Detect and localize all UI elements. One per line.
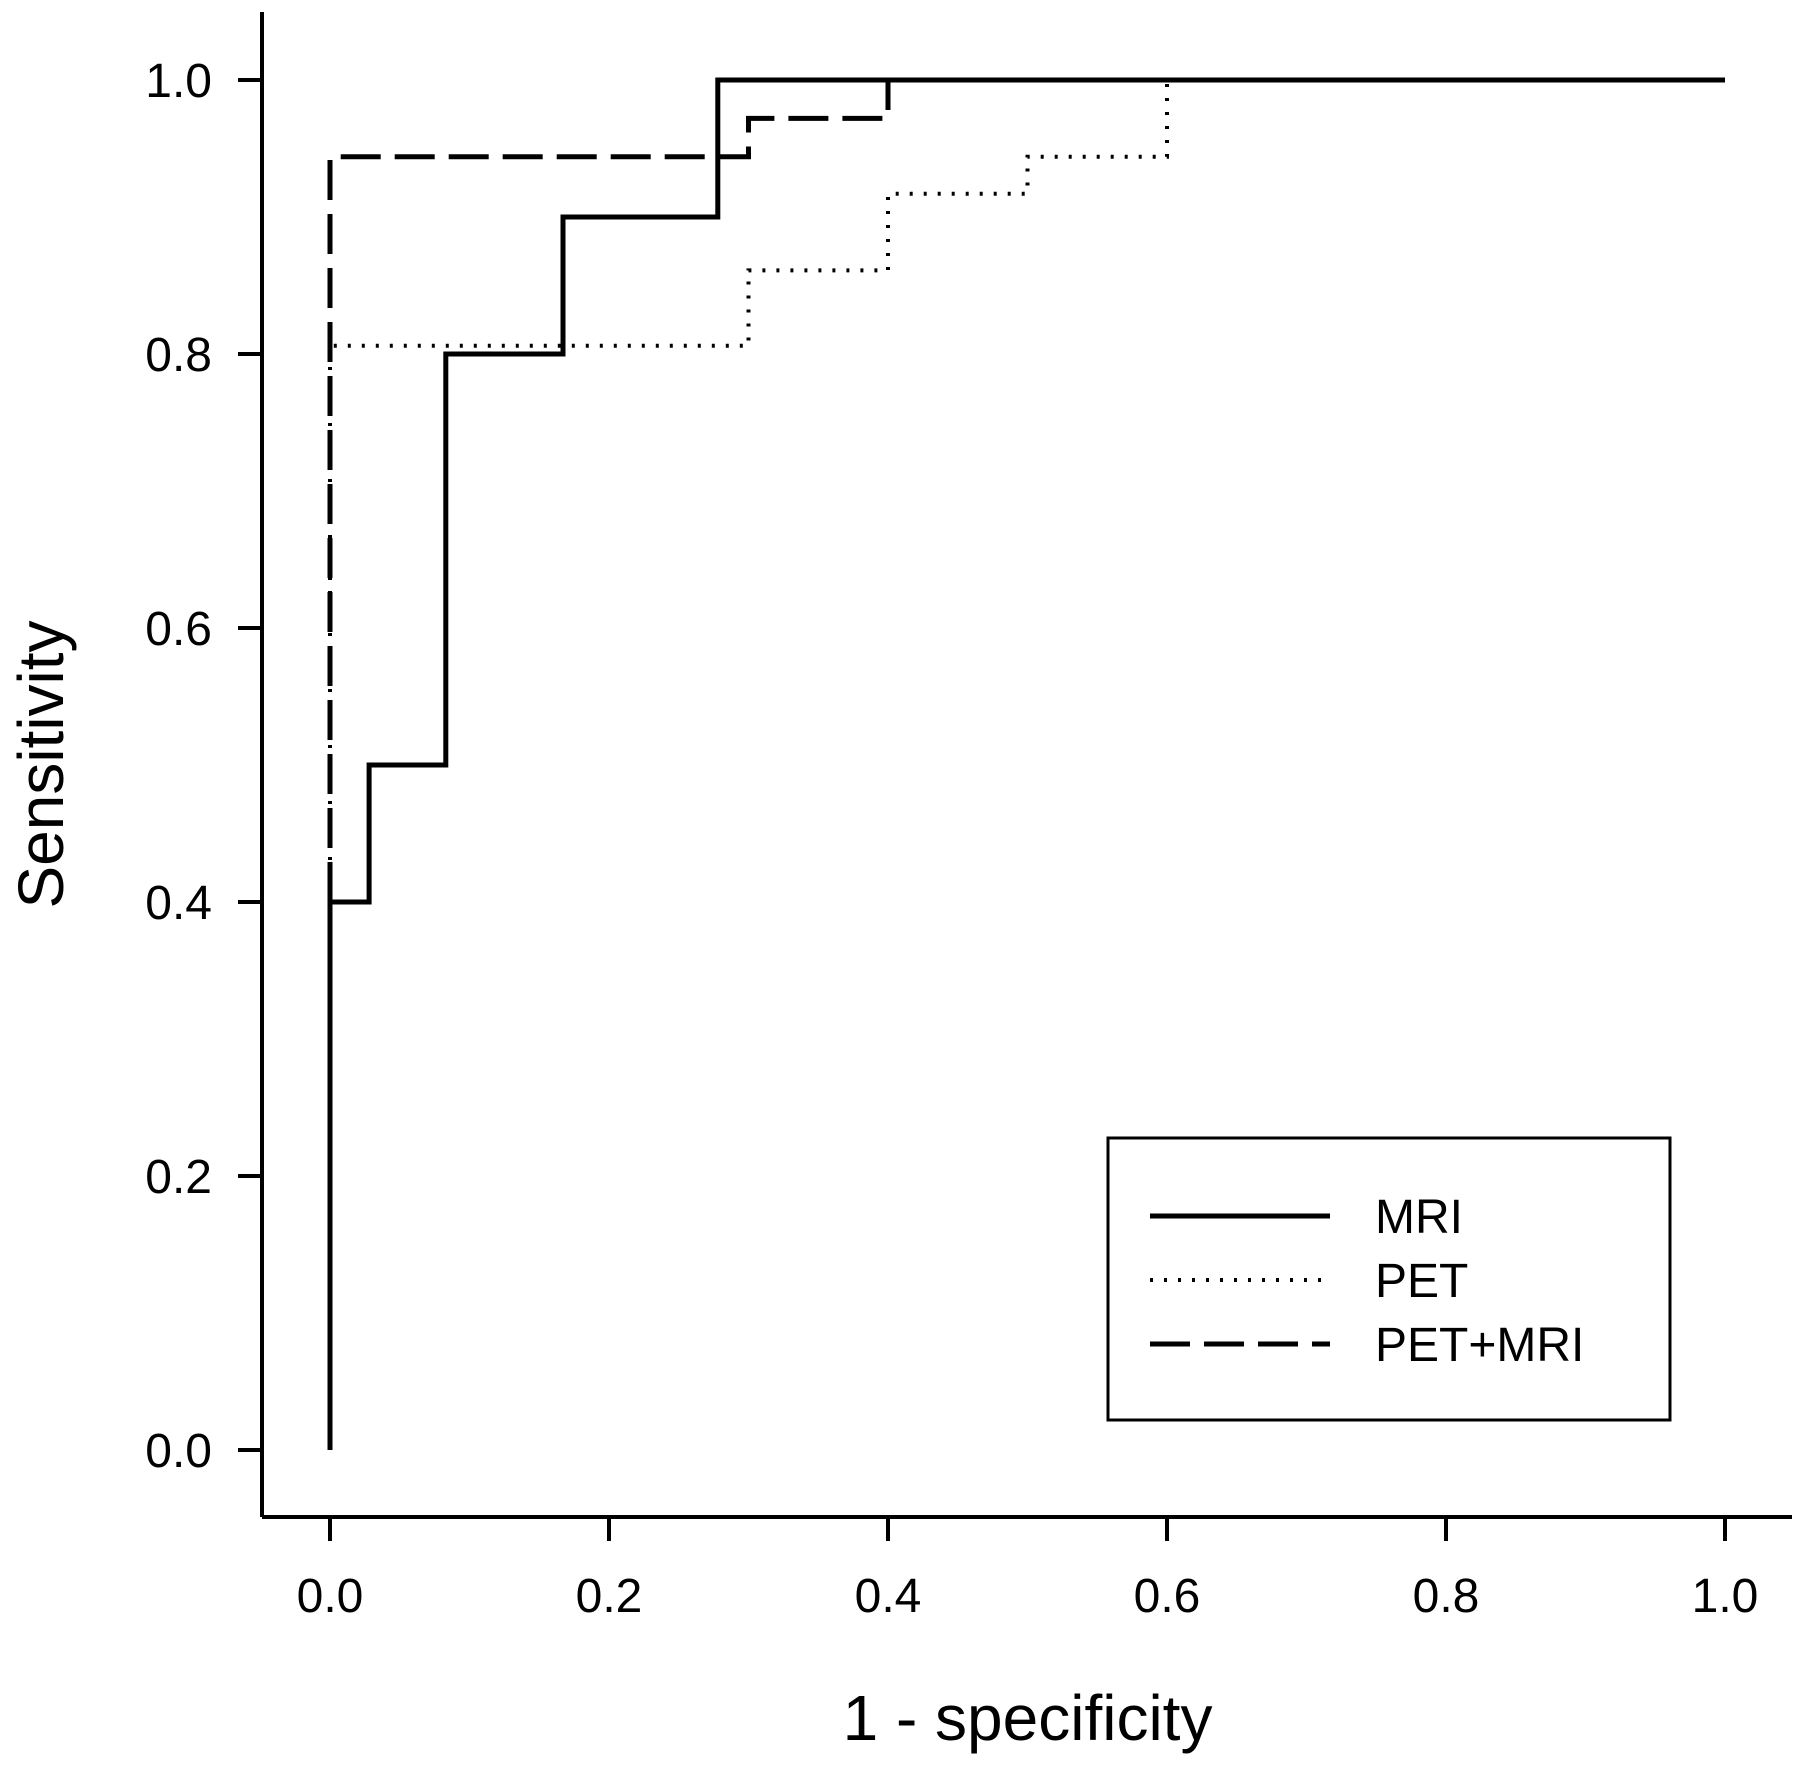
legend-label: PET (1375, 1255, 1468, 1308)
y-axis-title: Sensitivity (5, 620, 77, 908)
legend-label: MRI (1375, 1191, 1463, 1244)
x-tick-label: 0.0 (297, 1570, 364, 1623)
series-layer (327, 77, 1725, 1450)
series-line-pet (328, 78, 1725, 902)
x-tick-label: 0.8 (1413, 1570, 1480, 1623)
legend-box (1106, 1136, 1672, 1422)
y-tick-label: 0.4 (145, 877, 212, 930)
x-tick-label: 0.6 (1134, 1570, 1201, 1623)
series-line-mri (327, 77, 1725, 1450)
legend: MRI PET PET+MRI (1106, 1136, 1672, 1422)
y-tick-label: 0.2 (145, 1151, 212, 1204)
legend-label: PET+MRI (1375, 1319, 1584, 1372)
x-tick-label: 0.2 (576, 1570, 643, 1623)
x-tick-label: 0.4 (855, 1570, 922, 1623)
x-tick-label: 1.0 (1692, 1570, 1759, 1623)
y-tick-label: 1.0 (145, 55, 212, 108)
x-axis-title: 1 - specificity (843, 1682, 1213, 1754)
y-tick-label: 0.8 (145, 329, 212, 382)
series-line-pet-mri (327, 77, 1725, 902)
axes: 0.0 0.2 0.4 0.6 0.8 1.0 0.0 0.2 0.4 0.6 0.8 1.0 (145, 12, 1792, 1623)
y-tick-label: 0.0 (145, 1425, 212, 1478)
y-tick-label: 0.6 (145, 603, 212, 656)
